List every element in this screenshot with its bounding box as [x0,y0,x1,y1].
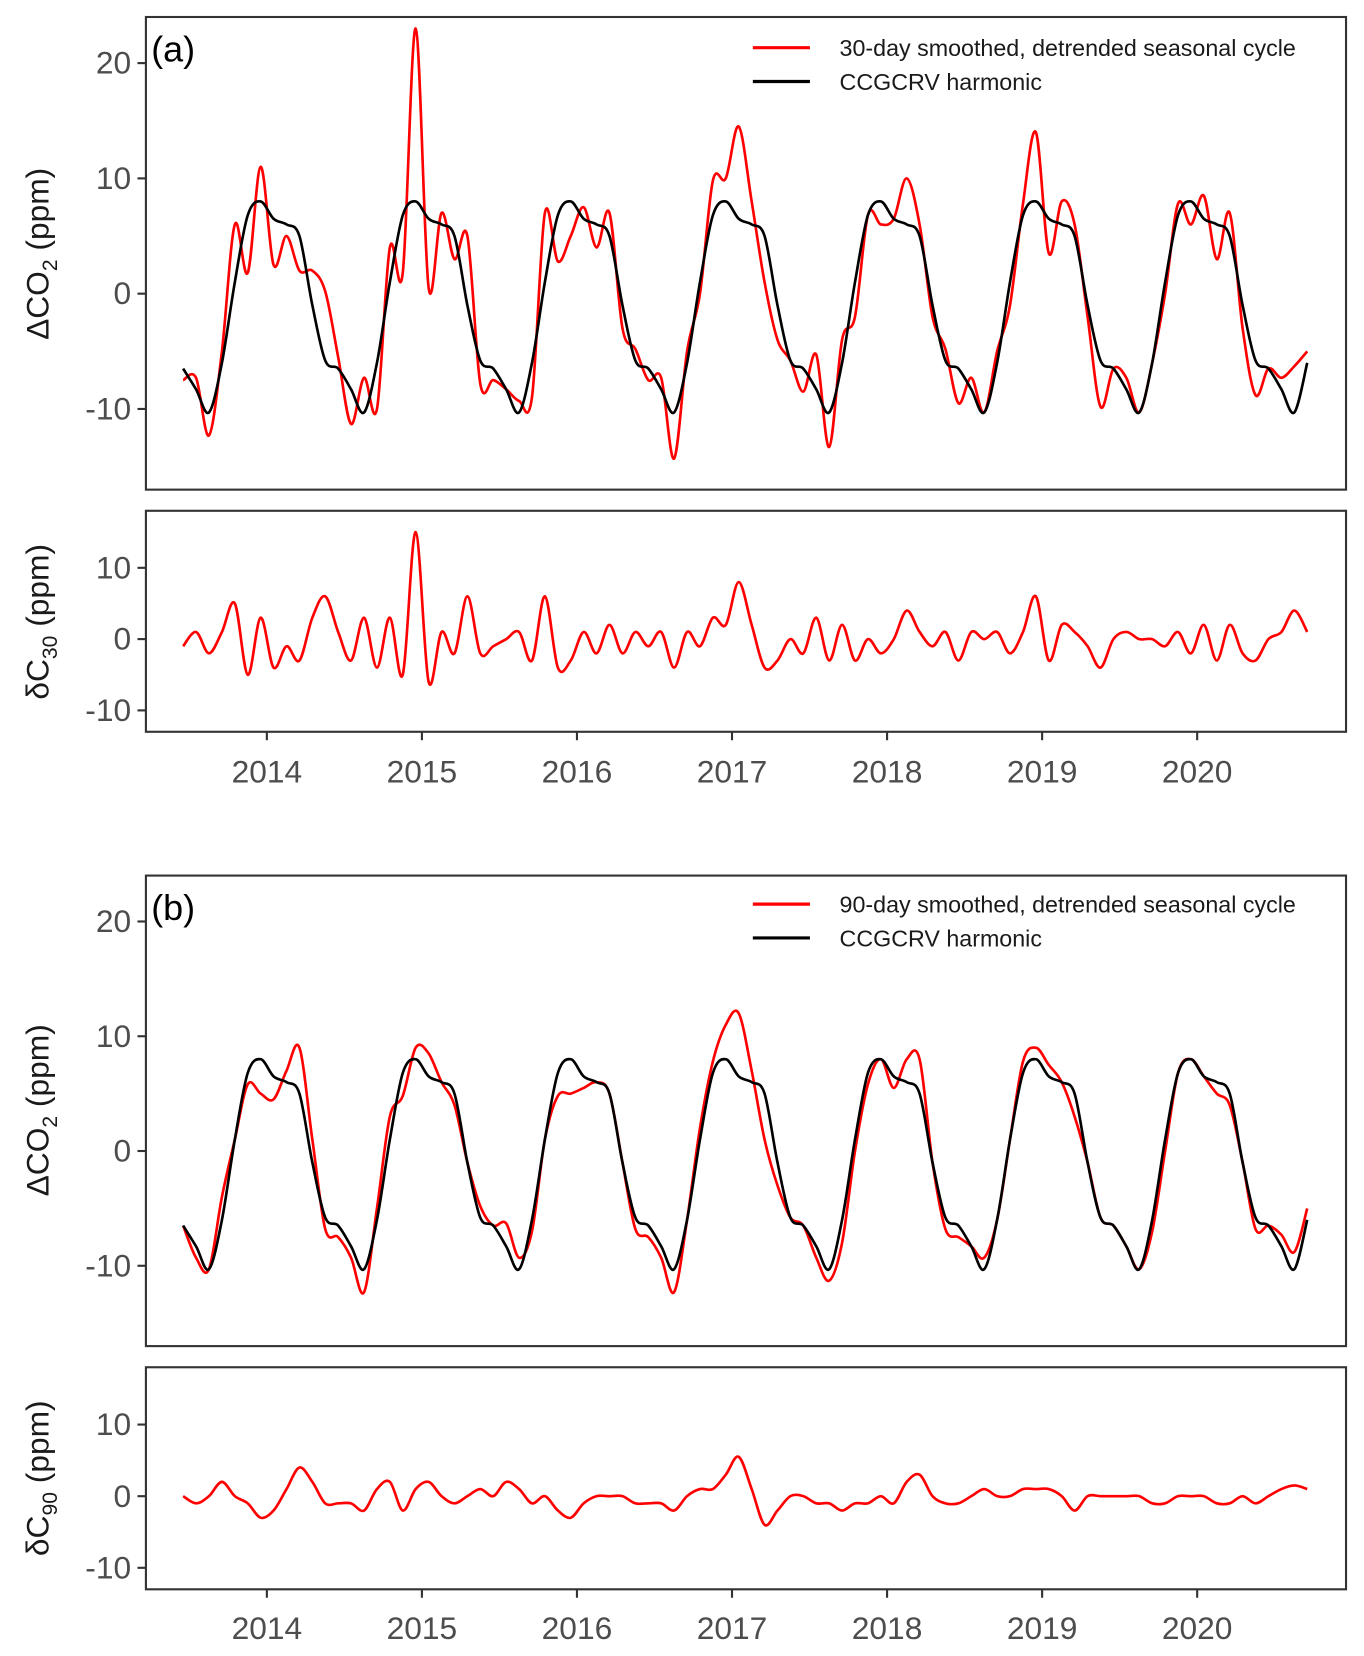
panel-b-harmonic-line [182,1057,1309,1272]
panel-a-legend: 30-day smoothed, detrended seasonal cycl… [752,35,1296,95]
panel-a-xtick-label: 2016 [542,754,613,790]
panel-b-label: (b) [151,887,195,928]
legend-label-smoothed: 90-day smoothed, detrended seasonal cycl… [840,892,1296,918]
legend-label-smoothed: 30-day smoothed, detrended seasonal cycl… [840,35,1296,61]
panel-b-xtick-label: 2015 [387,1610,458,1646]
panel-a-label: (a) [151,28,195,69]
panel-b-bottom-frame [144,1366,1348,1591]
panel-a-top-frame [144,15,1348,491]
panel-b-residual-line [182,1455,1308,1527]
panel-a-bottom-ylabel: δC30 (ppm) [20,544,62,700]
panel-b-top-ytick-label: 10 [96,1018,131,1054]
panel-b-xtick-label: 2020 [1162,1610,1233,1646]
panel-b-smoothed-line [181,1009,1309,1295]
panel-a-top-ytick-label: 20 [96,45,131,81]
panel-b-bottom-ytick-label: -10 [85,1549,131,1585]
legend-label-harmonic: CCGCRV harmonic [840,925,1043,951]
panel-a-bottom-frame [144,509,1348,733]
panel-b-xtick-label: 2017 [697,1610,768,1646]
panel-b-top-ytick-label: 20 [96,903,131,939]
panel-a-residual-line [182,530,1309,686]
panel-a-xtick-label: 2017 [697,754,768,790]
panel-b-top-ytick-label: 0 [113,1133,131,1169]
panel-b-bottom-ylabel: δC90 (ppm) [20,1400,62,1556]
legend-label-harmonic: CCGCRV harmonic [840,69,1043,95]
panel-b-top-ytick-label: -10 [85,1247,131,1283]
panel-b-xtick-label: 2018 [852,1610,923,1646]
panel-b-xtick-label: 2014 [232,1610,303,1646]
panel-a-xtick-label: 2014 [232,754,303,790]
panel-b-xtick-label: 2019 [1007,1610,1078,1646]
panel-a: (a) ΔCO2 (ppm) δC30 (ppm) 30-day smoothe… [20,15,1348,790]
panel-a-xtick-label: 2019 [1007,754,1078,790]
panel-a-top-ytick-label: 0 [113,275,131,311]
panel-a-xtick-label: 2015 [387,754,458,790]
panel-a-top-ylabel: ΔCO2 (ppm) [20,168,62,340]
panel-b-top-ylabel: ΔCO2 (ppm) [20,1024,62,1196]
panel-a-top-ytick-label: 10 [96,160,131,196]
panel-a-xtick-label: 2018 [852,754,923,790]
panel-b-top-frame [144,874,1348,1348]
panel-a-smoothed-line [182,27,1309,460]
panel-b-bottom-ytick-label: 10 [96,1406,131,1442]
panel-a-harmonic-line [182,199,1309,415]
panel-b-bottom-ytick-label: 0 [113,1478,131,1514]
panel-b: (b) ΔCO2 (ppm) δC90 (ppm) 90-day smoothe… [20,874,1348,1646]
panel-a-bottom-ytick-label: 0 [113,621,131,657]
panel-b-legend: 90-day smoothed, detrended seasonal cycl… [752,892,1296,951]
panel-a-bottom-ytick-label: -10 [85,692,131,728]
panel-a-xtick-label: 2020 [1162,754,1233,790]
panel-a-top-ytick-label: -10 [85,391,131,427]
panel-a-bottom-ytick-label: 10 [96,549,131,585]
panel-b-xtick-label: 2016 [542,1610,613,1646]
